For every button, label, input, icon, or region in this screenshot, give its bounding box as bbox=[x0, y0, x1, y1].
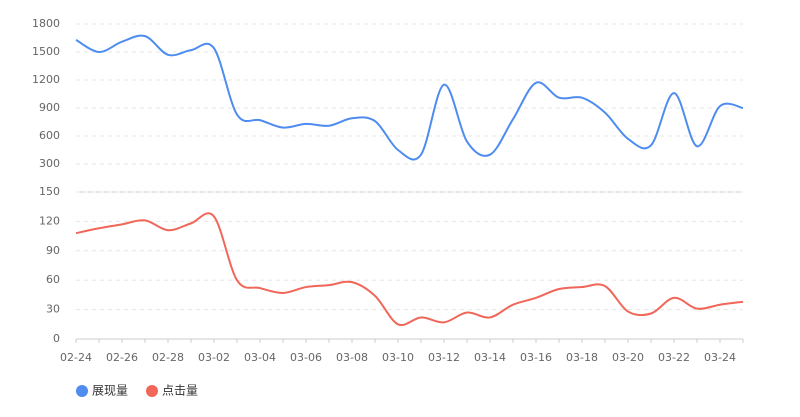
y-tick-label: 1800 bbox=[32, 17, 60, 30]
x-tick-label: 03-12 bbox=[428, 351, 460, 364]
legend-label: 点击量 bbox=[162, 384, 198, 398]
x-tick-label: 03-16 bbox=[520, 351, 552, 364]
x-tick-label: 03-22 bbox=[658, 351, 690, 364]
x-tick-label: 03-06 bbox=[290, 351, 322, 364]
x-tick-label: 02-26 bbox=[106, 351, 138, 364]
x-tick-label: 03-02 bbox=[198, 351, 230, 364]
x-tick-label: 03-04 bbox=[244, 351, 276, 364]
x-tick-label: 03-14 bbox=[474, 351, 506, 364]
y-tick-label: 1200 bbox=[32, 73, 60, 86]
data-line bbox=[75, 212, 744, 327]
y-tick-label: 30 bbox=[46, 303, 60, 316]
x-tick-label: 03-10 bbox=[382, 351, 414, 364]
x-tick-label: 03-18 bbox=[566, 351, 598, 364]
y-tick-label: 60 bbox=[46, 273, 60, 286]
y-tick-label: 900 bbox=[39, 101, 60, 114]
x-tick-label: 03-24 bbox=[704, 351, 736, 364]
y-tick-label: 1500 bbox=[32, 45, 60, 58]
legend-label: 展现量 bbox=[92, 384, 128, 398]
x-tick-label: 03-20 bbox=[612, 351, 644, 364]
y-tick-label: 600 bbox=[39, 129, 60, 142]
y-tick-label: 0 bbox=[53, 332, 60, 345]
x-tick-label: 02-28 bbox=[152, 351, 184, 364]
y-tick-label: 300 bbox=[39, 157, 60, 170]
y-tick-label: 90 bbox=[46, 244, 60, 257]
data-line bbox=[75, 34, 744, 161]
x-tick-label: 03-08 bbox=[336, 351, 368, 364]
legend-marker bbox=[76, 385, 88, 397]
x-tick-label: 02-24 bbox=[60, 351, 92, 364]
y-tick-label: 150 bbox=[39, 185, 60, 198]
legend-marker bbox=[146, 385, 158, 397]
y-tick-label: 120 bbox=[39, 214, 60, 227]
